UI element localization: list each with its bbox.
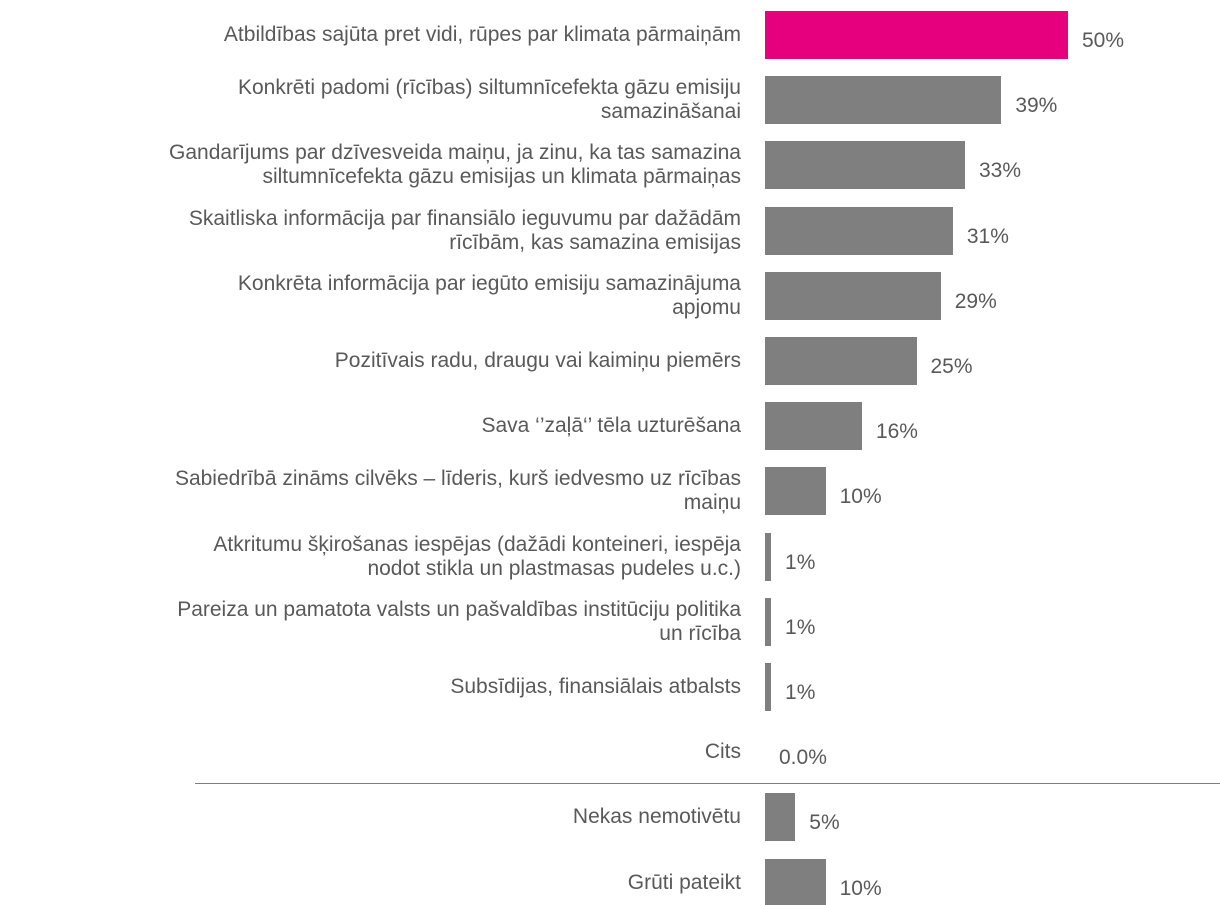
- category-label: Skaitliska informācija par finansiālo ie…: [188, 206, 741, 254]
- bar: [765, 467, 826, 516]
- value-label: 33%: [978, 159, 1021, 183]
- value-label: 31%: [966, 224, 1009, 248]
- bar: [765, 11, 1068, 59]
- category-label: Pareiza un pamatota valsts un pašvaldība…: [177, 597, 741, 645]
- category-label: Atkritumu šķirošanas iespējas (dažādi ko…: [213, 532, 741, 580]
- value-label: 16%: [875, 420, 918, 444]
- value-label: 1%: [785, 681, 816, 704]
- bar: [765, 206, 953, 255]
- category-label: Sava ‘’zaļā‘’ tēla uzturēšana: [481, 414, 741, 438]
- value-label: 39%: [1015, 94, 1058, 118]
- category-label: Cits: [704, 740, 741, 764]
- separator: [195, 783, 1220, 784]
- bar: [765, 141, 965, 190]
- bar: [765, 271, 941, 320]
- bar: [765, 793, 796, 842]
- category-label: Konkrēti padomi (rīcības) siltumnīcefekt…: [237, 76, 741, 124]
- bar: [765, 337, 917, 385]
- category-label: Sabiedrībā zināms cilvēks – līderis, kur…: [174, 467, 741, 515]
- category-label: Nekas nemotivētu: [572, 805, 741, 829]
- bar: [765, 76, 1002, 125]
- category-label: Subsīdijas, finansiālais atbalsts: [450, 675, 741, 698]
- value-label: 50%: [1082, 29, 1125, 52]
- bar: [765, 858, 826, 905]
- value-label: 5%: [809, 811, 840, 835]
- category-label: Pozitīvais radu, draugu vai kaimiņu piem…: [334, 349, 741, 372]
- value-label: 1%: [785, 550, 816, 574]
- category-label: Grūti pateikt: [627, 870, 741, 894]
- value-label: 1%: [785, 615, 816, 639]
- value-label: 25%: [930, 355, 973, 378]
- category-label: Atbildības sajūta pret vidi, rūpes par k…: [223, 23, 741, 46]
- value-label: 29%: [954, 289, 997, 313]
- bar: [765, 597, 772, 646]
- bar: [765, 532, 772, 581]
- bar: [765, 663, 772, 711]
- value-label: 10%: [839, 876, 882, 900]
- value-label: 0.0%: [779, 746, 827, 770]
- bar: [765, 402, 862, 451]
- category-label: Konkrēta informācija par iegūto emisiju …: [237, 271, 741, 319]
- value-label: 10%: [839, 485, 882, 509]
- category-label: Gandarījums par dzīvesveida maiņu, ja zi…: [169, 141, 741, 189]
